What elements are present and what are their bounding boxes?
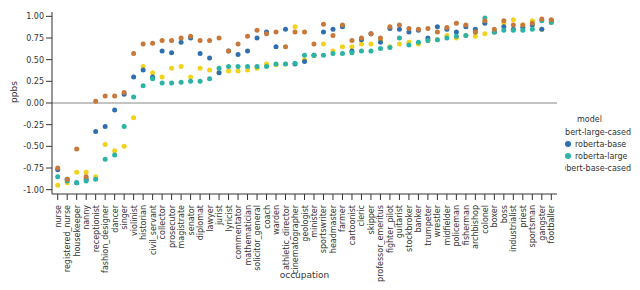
svg-text:0.50: 0.50 [26,56,44,65]
svg-text:civil_servant: civil_servant [149,205,158,255]
html-text:roberta-base: roberta-base [575,139,627,149]
svg-text:coach: coach [263,205,272,229]
svg-text:magistrate: magistrate [177,205,186,249]
svg-text:occupation: occupation [280,270,330,280]
svg-text:-0.25: -0.25 [23,121,44,130]
svg-text:midfielder: midfielder [443,204,452,245]
svg-text:priest: priest [519,205,528,228]
svg-text:-0.50: -0.50 [23,142,44,151]
svg-text:lawyer: lawyer [206,204,215,231]
svg-text:trumpeter: trumpeter [424,204,433,245]
svg-text:athletic_director: athletic_director [282,204,291,270]
svg-text:1.00: 1.00 [26,12,44,21]
svg-text:receptionist: receptionist [92,205,101,252]
html-text:roberta-large: roberta-large [575,151,628,161]
svg-text:warden: warden [272,205,281,235]
svg-text:violinist: violinist [130,205,139,236]
svg-text:headmaster: headmaster [329,204,338,253]
svg-text:-0.75: -0.75 [23,164,44,173]
svg-text:housekeeper: housekeeper [73,204,82,256]
svg-text:singer: singer [120,204,129,229]
svg-text:guitarist: guitarist [395,205,404,238]
svg-text:jurist: jurist [215,205,224,226]
svg-text:0.25: 0.25 [26,77,44,86]
svg-text:historian: historian [139,205,148,240]
svg-text:footballer: footballer [547,204,556,243]
svg-text:prosecutor: prosecutor [168,204,177,248]
html-text:bert-large-cased: bert-large-cased [565,127,631,137]
svg-text:cartoonist: cartoonist [348,205,357,245]
svg-text:farmer: farmer [338,204,347,232]
svg-text:-1.00: -1.00 [23,186,44,195]
svg-text:geologist: geologist [301,205,310,242]
svg-text:industrialist: industrialist [509,205,518,252]
svg-text:banker: banker [414,204,423,232]
svg-text:mathematician: mathematician [244,205,253,265]
svg-text:sportswriter: sportswriter [319,204,328,253]
svg-text:fighter_pilot: fighter_pilot [386,205,395,253]
svg-text:fashion_designer: fashion_designer [101,204,110,273]
svg-text:senator: senator [187,204,196,235]
svg-text:stockbroker: stockbroker [405,204,414,252]
svg-text:cleric: cleric [357,205,366,226]
svg-text:registered_nurse: registered_nurse [63,205,72,272]
svg-text:lyricist: lyricist [225,205,234,231]
svg-text:fisherman: fisherman [462,205,471,245]
html-text:bert-base-cased: bert-base-cased [566,163,631,173]
svg-text:wrestler: wrestler [433,204,442,237]
svg-text:dancer: dancer [111,204,120,232]
svg-text:0.00: 0.00 [26,99,44,108]
html-text:model: model [577,114,602,124]
svg-text:archbishop: archbishop [471,205,480,249]
svg-text:policeman: policeman [452,205,461,247]
svg-text:boss: boss [500,205,509,223]
svg-text:nanny: nanny [82,205,91,230]
svg-text:skipper: skipper [367,204,376,234]
svg-text:boxer: boxer [490,204,499,227]
svg-text:commentator: commentator [234,204,243,259]
svg-text:ppbs: ppbs [9,81,19,103]
svg-text:diplomat: diplomat [196,205,205,240]
svg-text:colonel: colonel [481,205,490,234]
svg-text:sportsman: sportsman [528,205,537,248]
svg-text:nurse: nurse [54,205,63,228]
svg-text:solicitor_general: solicitor_general [253,205,262,271]
svg-text:cinematographer: cinematographer [291,204,300,274]
svg-text:collector: collector [158,204,167,239]
svg-text:professor_emeritus: professor_emeritus [376,205,385,282]
svg-text:minister: minister [310,204,319,238]
svg-text:0.75: 0.75 [26,34,44,43]
svg-text:gangster: gangster [538,204,547,240]
